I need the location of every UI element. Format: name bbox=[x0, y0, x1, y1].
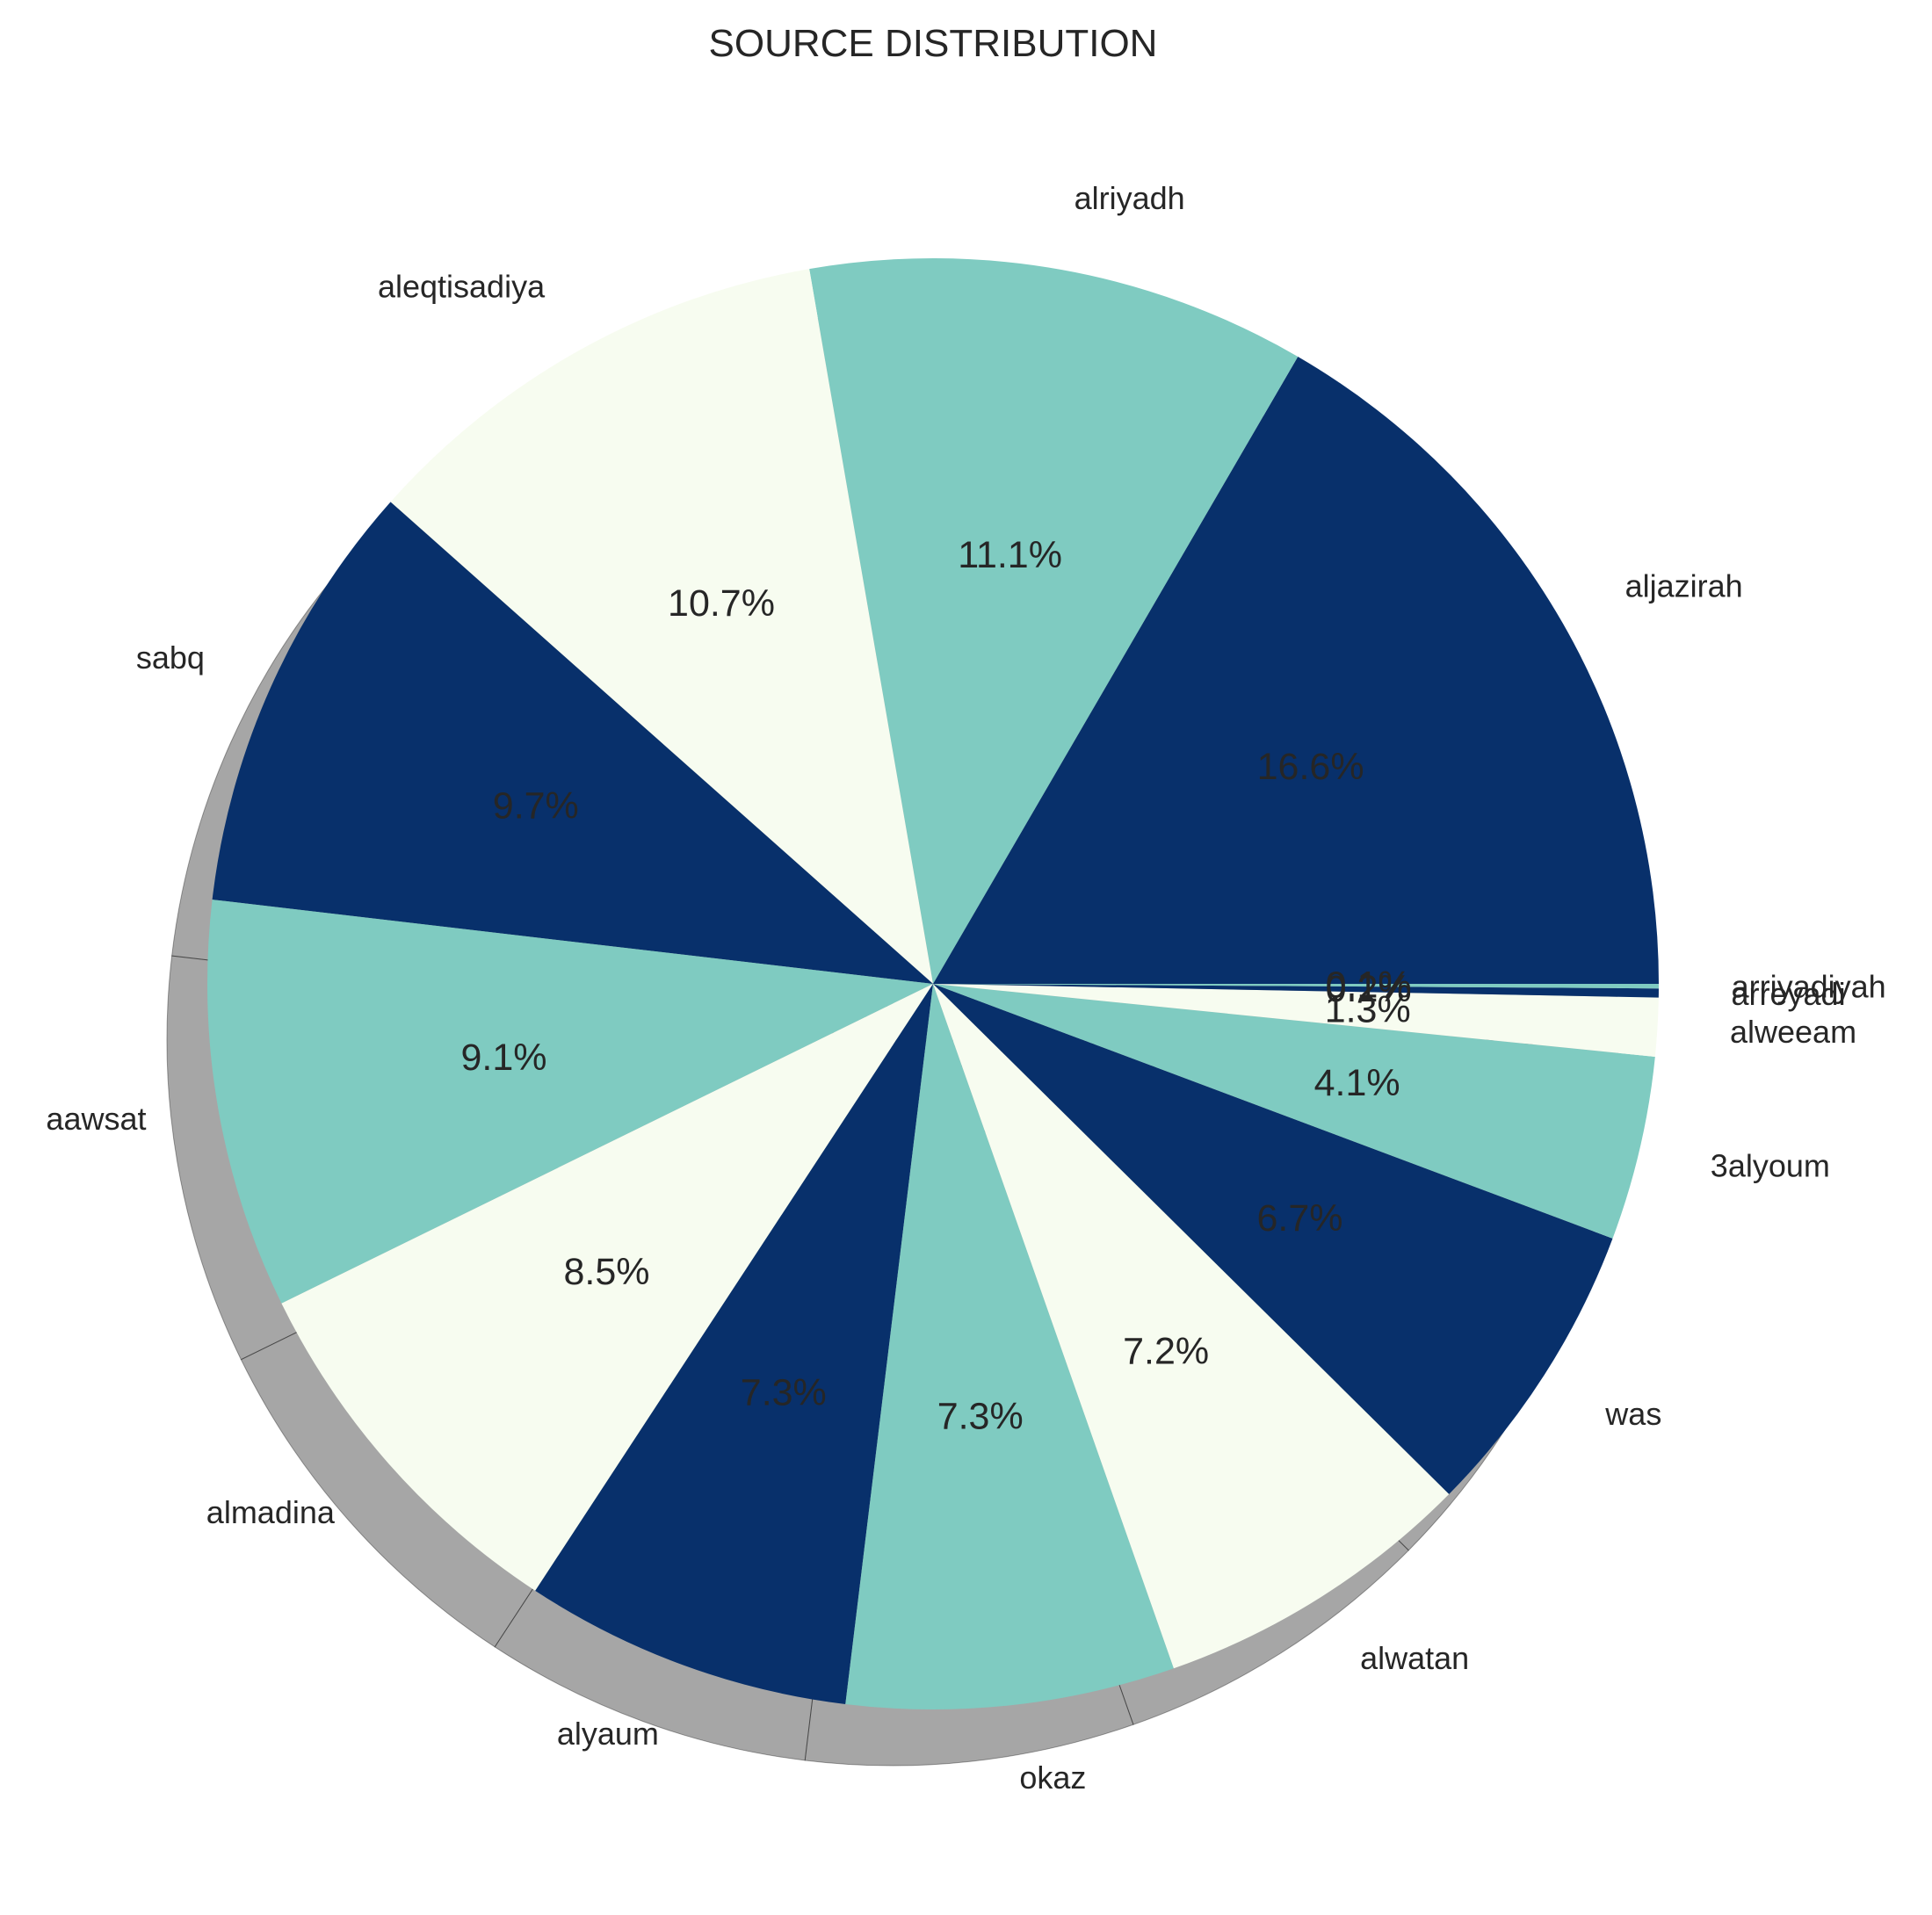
pct-label-aawsat: 9.1% bbox=[460, 1037, 546, 1079]
slice-label-aawsat: aawsat bbox=[46, 1101, 146, 1137]
slice-aljazirah bbox=[933, 356, 1659, 985]
pct-label-was: 6.7% bbox=[1256, 1197, 1342, 1239]
slice-label-aleqtisadiya: aleqtisadiya bbox=[378, 269, 546, 305]
chart-title: SOURCE DISTRIBUTION bbox=[709, 22, 1158, 65]
slice-label-sabq: sabq bbox=[136, 640, 205, 676]
slice-was bbox=[933, 984, 1613, 1494]
pct-label-alyaum: 7.3% bbox=[741, 1371, 827, 1413]
slice-label-3alyoum: 3alyoum bbox=[1711, 1147, 1830, 1183]
slice-alweeam bbox=[933, 984, 1659, 1057]
slice-label-alriyadh: alriyadh bbox=[1075, 180, 1185, 216]
slice-label-almadina: almadina bbox=[206, 1494, 336, 1530]
pct-label-arreyadi: 0.2% bbox=[1326, 968, 1412, 1010]
slice-label-alweeam: alweeam bbox=[1730, 1014, 1856, 1050]
slice-aawsat bbox=[207, 900, 933, 1304]
percent-labels: 16.6% 11.1% 10.7% 9.7% 9.1% 8.5% 7.3% 7.3% 7.2% 6… bbox=[460, 534, 1412, 1438]
pct-label-okaz: 7.3% bbox=[937, 1396, 1024, 1438]
pct-label-alwatan: 7.2% bbox=[1123, 1331, 1209, 1373]
slice-label-arreyadi: arreyadi bbox=[1732, 976, 1846, 1012]
pie-slices bbox=[207, 258, 1659, 1709]
slice-arreyadi bbox=[933, 984, 1659, 998]
slice-3alyoum bbox=[933, 984, 1655, 1239]
slice-labels: aljazirah alriyadh aleqtisadiya sabq aawsat a… bbox=[46, 180, 1885, 1796]
slice-label-alwatan: alwatan bbox=[1360, 1640, 1469, 1676]
pct-label-aljazirah: 16.6% bbox=[1257, 746, 1364, 788]
slice-label-was: was bbox=[1604, 1396, 1661, 1432]
slice-label-aljazirah: aljazirah bbox=[1625, 567, 1743, 603]
pct-label-aleqtisadiya: 10.7% bbox=[668, 582, 775, 625]
slice-alyaum bbox=[535, 984, 933, 1704]
slice-label-alyaum: alyaum bbox=[557, 1716, 659, 1752]
slice-arriyadiyah bbox=[933, 984, 1659, 989]
pct-label-sabq: 9.7% bbox=[493, 784, 579, 827]
pct-label-almadina: 8.5% bbox=[563, 1251, 649, 1293]
slice-alriyadh bbox=[809, 258, 1299, 984]
slice-aleqtisadiya bbox=[390, 269, 933, 985]
slice-label-okaz: okaz bbox=[1019, 1760, 1086, 1796]
slice-sabq bbox=[212, 502, 934, 984]
pct-label-alweeam: 1.3% bbox=[1325, 989, 1411, 1031]
pct-label-3alyoum: 4.1% bbox=[1314, 1062, 1400, 1104]
slice-okaz bbox=[845, 984, 1174, 1709]
slice-almadina bbox=[281, 984, 933, 1591]
slice-label-arriyadiyah: arriyadiyah bbox=[1732, 968, 1886, 1004]
pct-label-arriyadiyah: 0.1% bbox=[1326, 965, 1412, 1007]
slice-alwatan bbox=[933, 984, 1450, 1669]
pct-label-alriyadh: 11.1% bbox=[958, 534, 1062, 576]
